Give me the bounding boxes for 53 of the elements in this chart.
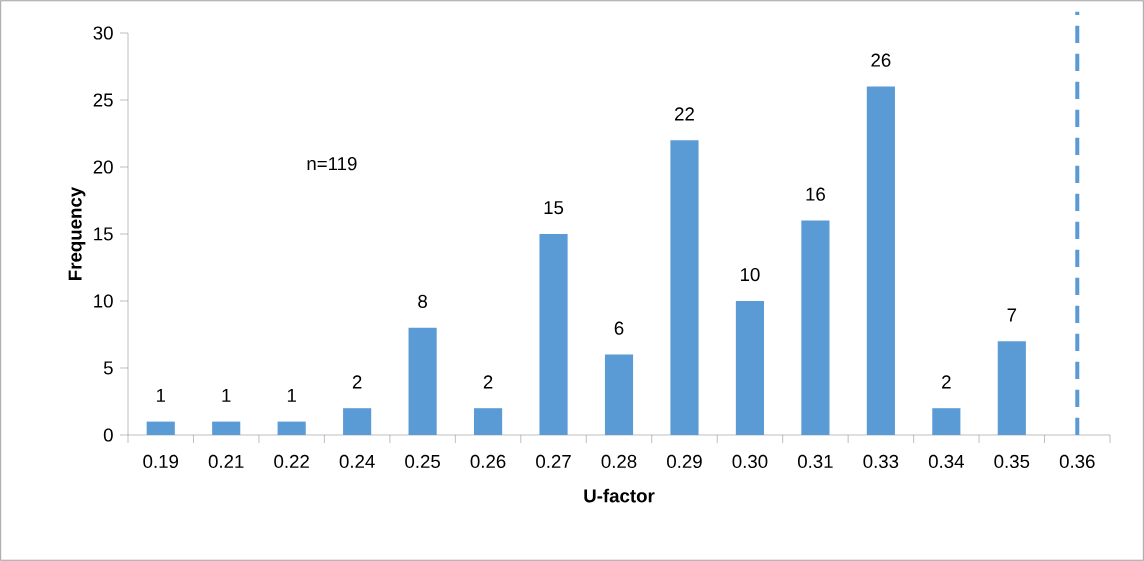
data-label: 10 — [740, 267, 760, 282]
y-tick-label: 20 — [93, 160, 113, 174]
data-label: 1 — [287, 388, 296, 402]
data-label: 15 — [544, 201, 564, 215]
x-tick-label: 0.28 — [601, 454, 637, 469]
data-label: 22 — [675, 107, 694, 121]
bar — [146, 421, 175, 435]
y-tick-label: 15 — [94, 227, 113, 241]
bar — [212, 421, 241, 435]
y-tick-label: 10 — [94, 294, 113, 308]
data-label: 8 — [418, 294, 427, 308]
bar — [735, 301, 765, 435]
x-tick-label: 0.27 — [536, 454, 571, 469]
bar — [474, 408, 503, 435]
bar — [277, 421, 306, 435]
data-label: 7 — [1007, 308, 1017, 322]
data-label: 6 — [614, 321, 624, 335]
bar — [866, 86, 895, 435]
bar — [932, 408, 961, 435]
bar — [801, 220, 830, 435]
x-tick-label: 0.31 — [797, 454, 833, 469]
y-tick-label: 30 — [93, 26, 113, 40]
annotation: n=119 — [307, 157, 357, 171]
data-label: 26 — [871, 53, 891, 67]
x-tick-label: 0.29 — [667, 454, 702, 469]
bar — [539, 234, 568, 435]
bar — [604, 354, 634, 435]
data-label: 16 — [806, 187, 825, 201]
y-tick-label: 5 — [103, 361, 113, 375]
data-label: 2 — [483, 375, 493, 389]
x-tick-label: 0.25 — [405, 454, 440, 469]
y-tick-label: 25 — [93, 93, 113, 107]
x-tick-label: 0.30 — [732, 454, 768, 469]
data-label: 2 — [942, 375, 951, 389]
x-tick-label: 0.24 — [339, 454, 375, 469]
data-label: 2 — [352, 375, 362, 389]
data-label: 1 — [222, 388, 231, 402]
x-tick-label: 0.34 — [928, 454, 964, 469]
y-tick-label: 0 — [103, 428, 113, 442]
y-axis-title: Frequency — [68, 186, 86, 280]
x-tick-label: 0.21 — [208, 454, 244, 469]
bar — [670, 140, 699, 435]
x-tick-label: 0.35 — [994, 454, 1030, 469]
data-label: 1 — [156, 388, 166, 402]
x-tick-label: 0.19 — [143, 454, 179, 469]
bar — [343, 408, 372, 435]
x-tick-label: 0.22 — [274, 454, 309, 469]
x-tick-label: 0.36 — [1059, 454, 1095, 469]
bar — [997, 341, 1026, 435]
x-axis-title: U-factor — [584, 488, 655, 503]
x-tick-label: 0.26 — [470, 454, 506, 469]
x-tick-label: 0.33 — [863, 454, 899, 469]
bar — [408, 327, 437, 435]
